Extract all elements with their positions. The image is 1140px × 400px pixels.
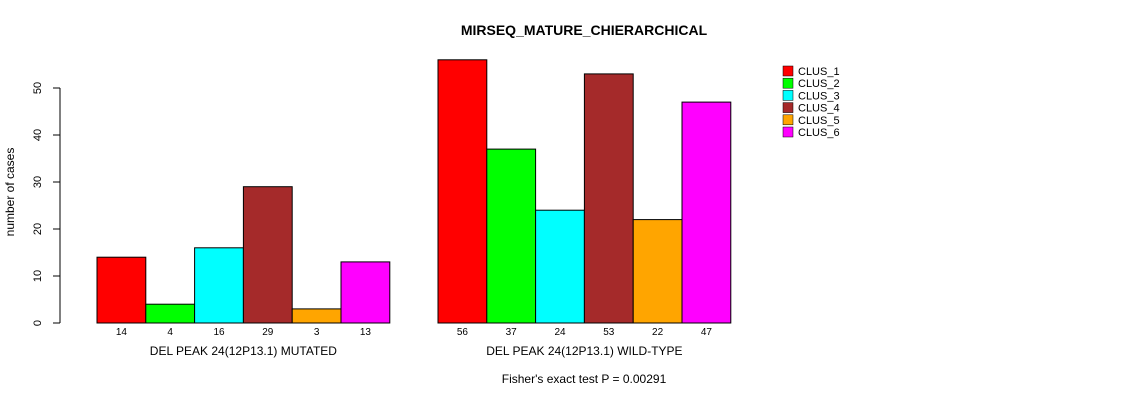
chart-title: MIRSEQ_MATURE_CHIERARCHICAL <box>461 22 708 38</box>
bar-count-label: 37 <box>506 327 518 338</box>
bar-count-label: 24 <box>554 327 566 338</box>
legend-swatch <box>782 65 794 77</box>
legend-swatch <box>782 77 794 89</box>
bar-count-label: 16 <box>213 327 225 338</box>
y-tick-label: 20 <box>32 223 44 235</box>
bar-count-label: 47 <box>701 327 713 338</box>
legend-label: CLUS_6 <box>798 127 840 139</box>
bars: 14 4 16 29 3 13 DEL PEAK 24(12P13.1) MUTATED 56… <box>96 59 732 358</box>
legend-label: CLUS_2 <box>798 78 840 90</box>
bar-count-label: 4 <box>167 327 173 338</box>
footnote: Fisher's exact test P = 0.00291 <box>502 372 667 386</box>
bar-count-label: 22 <box>652 327 664 338</box>
y-axis-label: number of cases <box>3 148 17 237</box>
y-tick-label: 30 <box>32 176 44 188</box>
legend-swatch <box>782 90 794 101</box>
legend-label: CLUS_3 <box>798 90 840 102</box>
legend-swatch <box>782 102 794 113</box>
group-label: DEL PEAK 24(12P13.1) MUTATED <box>150 344 338 358</box>
bar <box>632 219 683 324</box>
group-label: DEL PEAK 24(12P13.1) WILD-TYPE <box>486 344 682 358</box>
bar <box>145 303 196 324</box>
y-axis: 0 10 20 30 40 50 <box>32 82 61 326</box>
bar <box>583 73 634 324</box>
legend-swatch <box>782 114 794 126</box>
bar-count-label: 14 <box>116 327 128 338</box>
bar <box>340 261 391 324</box>
legend-swatch <box>782 126 794 138</box>
y-tick-label: 0 <box>32 320 44 326</box>
bar-count-label: 53 <box>603 327 615 338</box>
bar-count-label: 3 <box>314 327 320 338</box>
y-tick-label: 50 <box>32 82 44 94</box>
bar <box>291 308 342 324</box>
legend-label: CLUS_5 <box>798 115 840 127</box>
legend-label: CLUS_4 <box>798 103 840 115</box>
bar-count-label: 56 <box>457 327 469 338</box>
bar <box>194 247 244 324</box>
bar-count-label: 13 <box>360 327 372 338</box>
bar-count-label: 29 <box>262 327 274 338</box>
y-tick-label: 10 <box>32 270 44 282</box>
y-tick-label: 40 <box>32 129 44 141</box>
bar <box>242 186 293 324</box>
bar <box>437 59 488 324</box>
bar <box>535 209 585 324</box>
bar <box>681 101 732 324</box>
bar <box>486 148 537 324</box>
legend-label: CLUS_1 <box>798 66 840 78</box>
bar <box>96 256 147 324</box>
